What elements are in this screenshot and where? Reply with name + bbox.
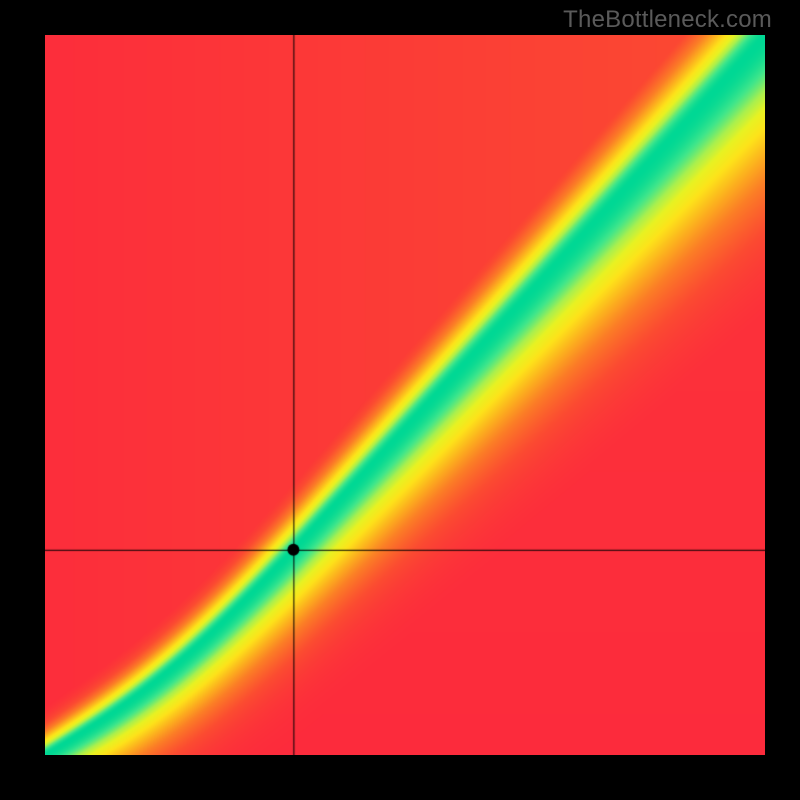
watermark-text: TheBottleneck.com <box>563 6 772 34</box>
bottleneck-heatmap <box>45 35 765 755</box>
heatmap-canvas <box>45 35 765 755</box>
